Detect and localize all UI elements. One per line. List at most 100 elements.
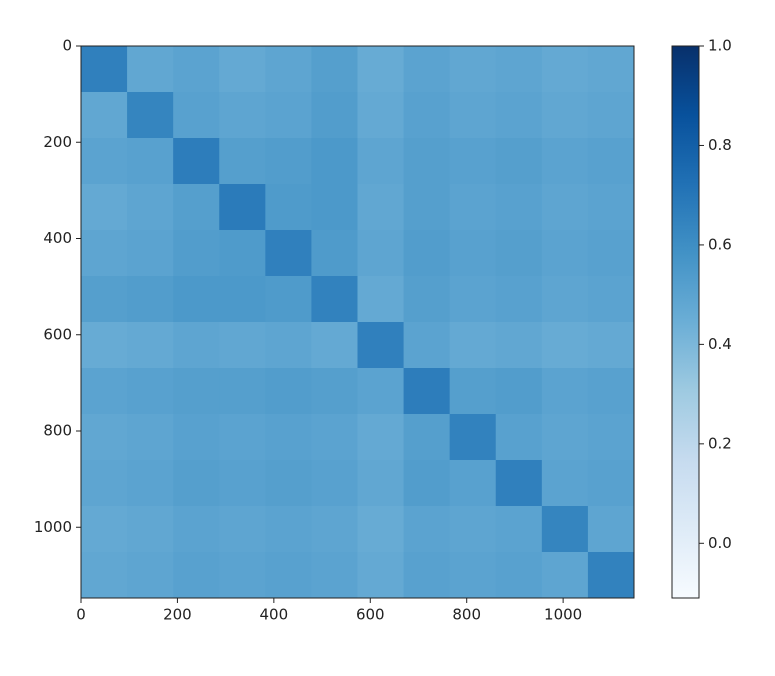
heatmap-cell — [81, 552, 128, 599]
x-tick-label: 1000 — [544, 606, 582, 624]
heatmap-cell — [587, 92, 635, 139]
heatmap-cell — [265, 230, 312, 277]
heatmap-cell — [541, 368, 589, 415]
heatmap-cell — [265, 46, 312, 93]
heatmap-cell — [541, 506, 589, 553]
heatmap-cell — [311, 322, 358, 369]
heatmap-cell — [219, 322, 266, 369]
heatmap-cell — [403, 46, 451, 93]
heatmap-cell — [541, 276, 589, 323]
y-tick-label: 1000 — [34, 518, 72, 536]
heatmap-cell — [127, 414, 174, 461]
colorbar-tick-label: 1.0 — [708, 37, 732, 55]
heatmap-cell — [311, 552, 358, 599]
colorbar-tick-label: 0.4 — [708, 335, 732, 353]
heatmap-cell — [495, 138, 543, 185]
y-tick-label: 400 — [43, 229, 72, 247]
heatmap-cell — [357, 230, 405, 277]
x-tick-label: 400 — [260, 606, 289, 624]
heatmap-cell — [541, 230, 589, 277]
heatmap-cell — [219, 460, 266, 507]
heatmap-cell — [403, 414, 451, 461]
heatmap-cell — [311, 368, 358, 415]
heatmap-cell — [265, 414, 312, 461]
heatmap-cell — [265, 322, 312, 369]
heatmap-cell — [449, 138, 497, 185]
heatmap-cell — [357, 138, 405, 185]
heatmap-cell — [357, 552, 405, 599]
heatmap-cell — [403, 184, 451, 231]
heatmap-cell — [403, 92, 451, 139]
heatmap-cell — [265, 506, 312, 553]
heatmap-cell — [81, 368, 128, 415]
heatmap-cell — [357, 92, 405, 139]
heatmap-cell — [357, 322, 405, 369]
x-tick-label: 600 — [356, 606, 385, 624]
heatmap-cell — [219, 46, 266, 93]
heatmap-cell — [127, 368, 174, 415]
heatmap-cell — [127, 46, 174, 93]
heatmap-cell — [403, 368, 451, 415]
heatmap-cell — [219, 138, 266, 185]
heatmap-cell — [81, 506, 128, 553]
heatmap-cell — [219, 92, 266, 139]
heatmap-cell — [541, 552, 589, 599]
heatmap-cell — [265, 276, 312, 323]
heatmap-cell — [449, 414, 497, 461]
heatmap-cell — [449, 230, 497, 277]
heatmap-cell — [449, 322, 497, 369]
heatmap-cell — [449, 184, 497, 231]
heatmap-cell — [173, 368, 220, 415]
heatmap-cell — [219, 506, 266, 553]
plot-frame — [80, 45, 635, 599]
heatmap-cell — [495, 276, 543, 323]
heatmap-cell — [265, 138, 312, 185]
x-tick-label: 200 — [163, 606, 192, 624]
heatmap-cell — [311, 506, 358, 553]
heatmap-cell — [403, 230, 451, 277]
heatmap-cell — [357, 460, 405, 507]
heatmap-cell — [173, 506, 220, 553]
heatmap-cell — [357, 276, 405, 323]
y-tick-label: 800 — [43, 422, 72, 440]
heatmap-cell — [495, 368, 543, 415]
y-tick-label: 0 — [62, 37, 72, 55]
heatmap-cell — [495, 230, 543, 277]
heatmap-cell — [403, 506, 451, 553]
heatmap-cell — [173, 322, 220, 369]
heatmap-cell — [541, 92, 589, 139]
heatmap-cell — [541, 184, 589, 231]
heatmap-cell — [81, 138, 128, 185]
heatmap-cell — [541, 460, 589, 507]
heatmap-cell — [219, 368, 266, 415]
heatmap-cell — [219, 414, 266, 461]
heatmap-cell — [173, 46, 220, 93]
heatmap-cell — [587, 414, 635, 461]
heatmap-cell — [127, 92, 174, 139]
heatmap-cell — [449, 506, 497, 553]
heatmap-cell — [219, 184, 266, 231]
heatmap-cell — [81, 414, 128, 461]
heatmap-cell — [587, 230, 635, 277]
y-tick-label: 200 — [43, 133, 72, 151]
heatmap-cell — [403, 138, 451, 185]
heatmap-cell — [357, 368, 405, 415]
heatmap-cell — [587, 184, 635, 231]
x-tick-label: 0 — [76, 606, 86, 624]
heatmap-cell — [541, 414, 589, 461]
heatmap-cell — [265, 92, 312, 139]
heatmap-cell — [587, 368, 635, 415]
heatmap-cell — [81, 230, 128, 277]
heatmap-cell — [311, 138, 358, 185]
heatmap-cell — [127, 506, 174, 553]
heatmap-cell — [311, 276, 358, 323]
heatmap-cell — [219, 230, 266, 277]
heatmap-cell — [311, 460, 358, 507]
heatmap-cell — [357, 414, 405, 461]
heatmap-cell — [127, 552, 174, 599]
heatmap-cell — [449, 92, 497, 139]
heatmap-cell — [587, 506, 635, 553]
x-tick-label: 800 — [452, 606, 481, 624]
heatmap-cell — [265, 184, 312, 231]
